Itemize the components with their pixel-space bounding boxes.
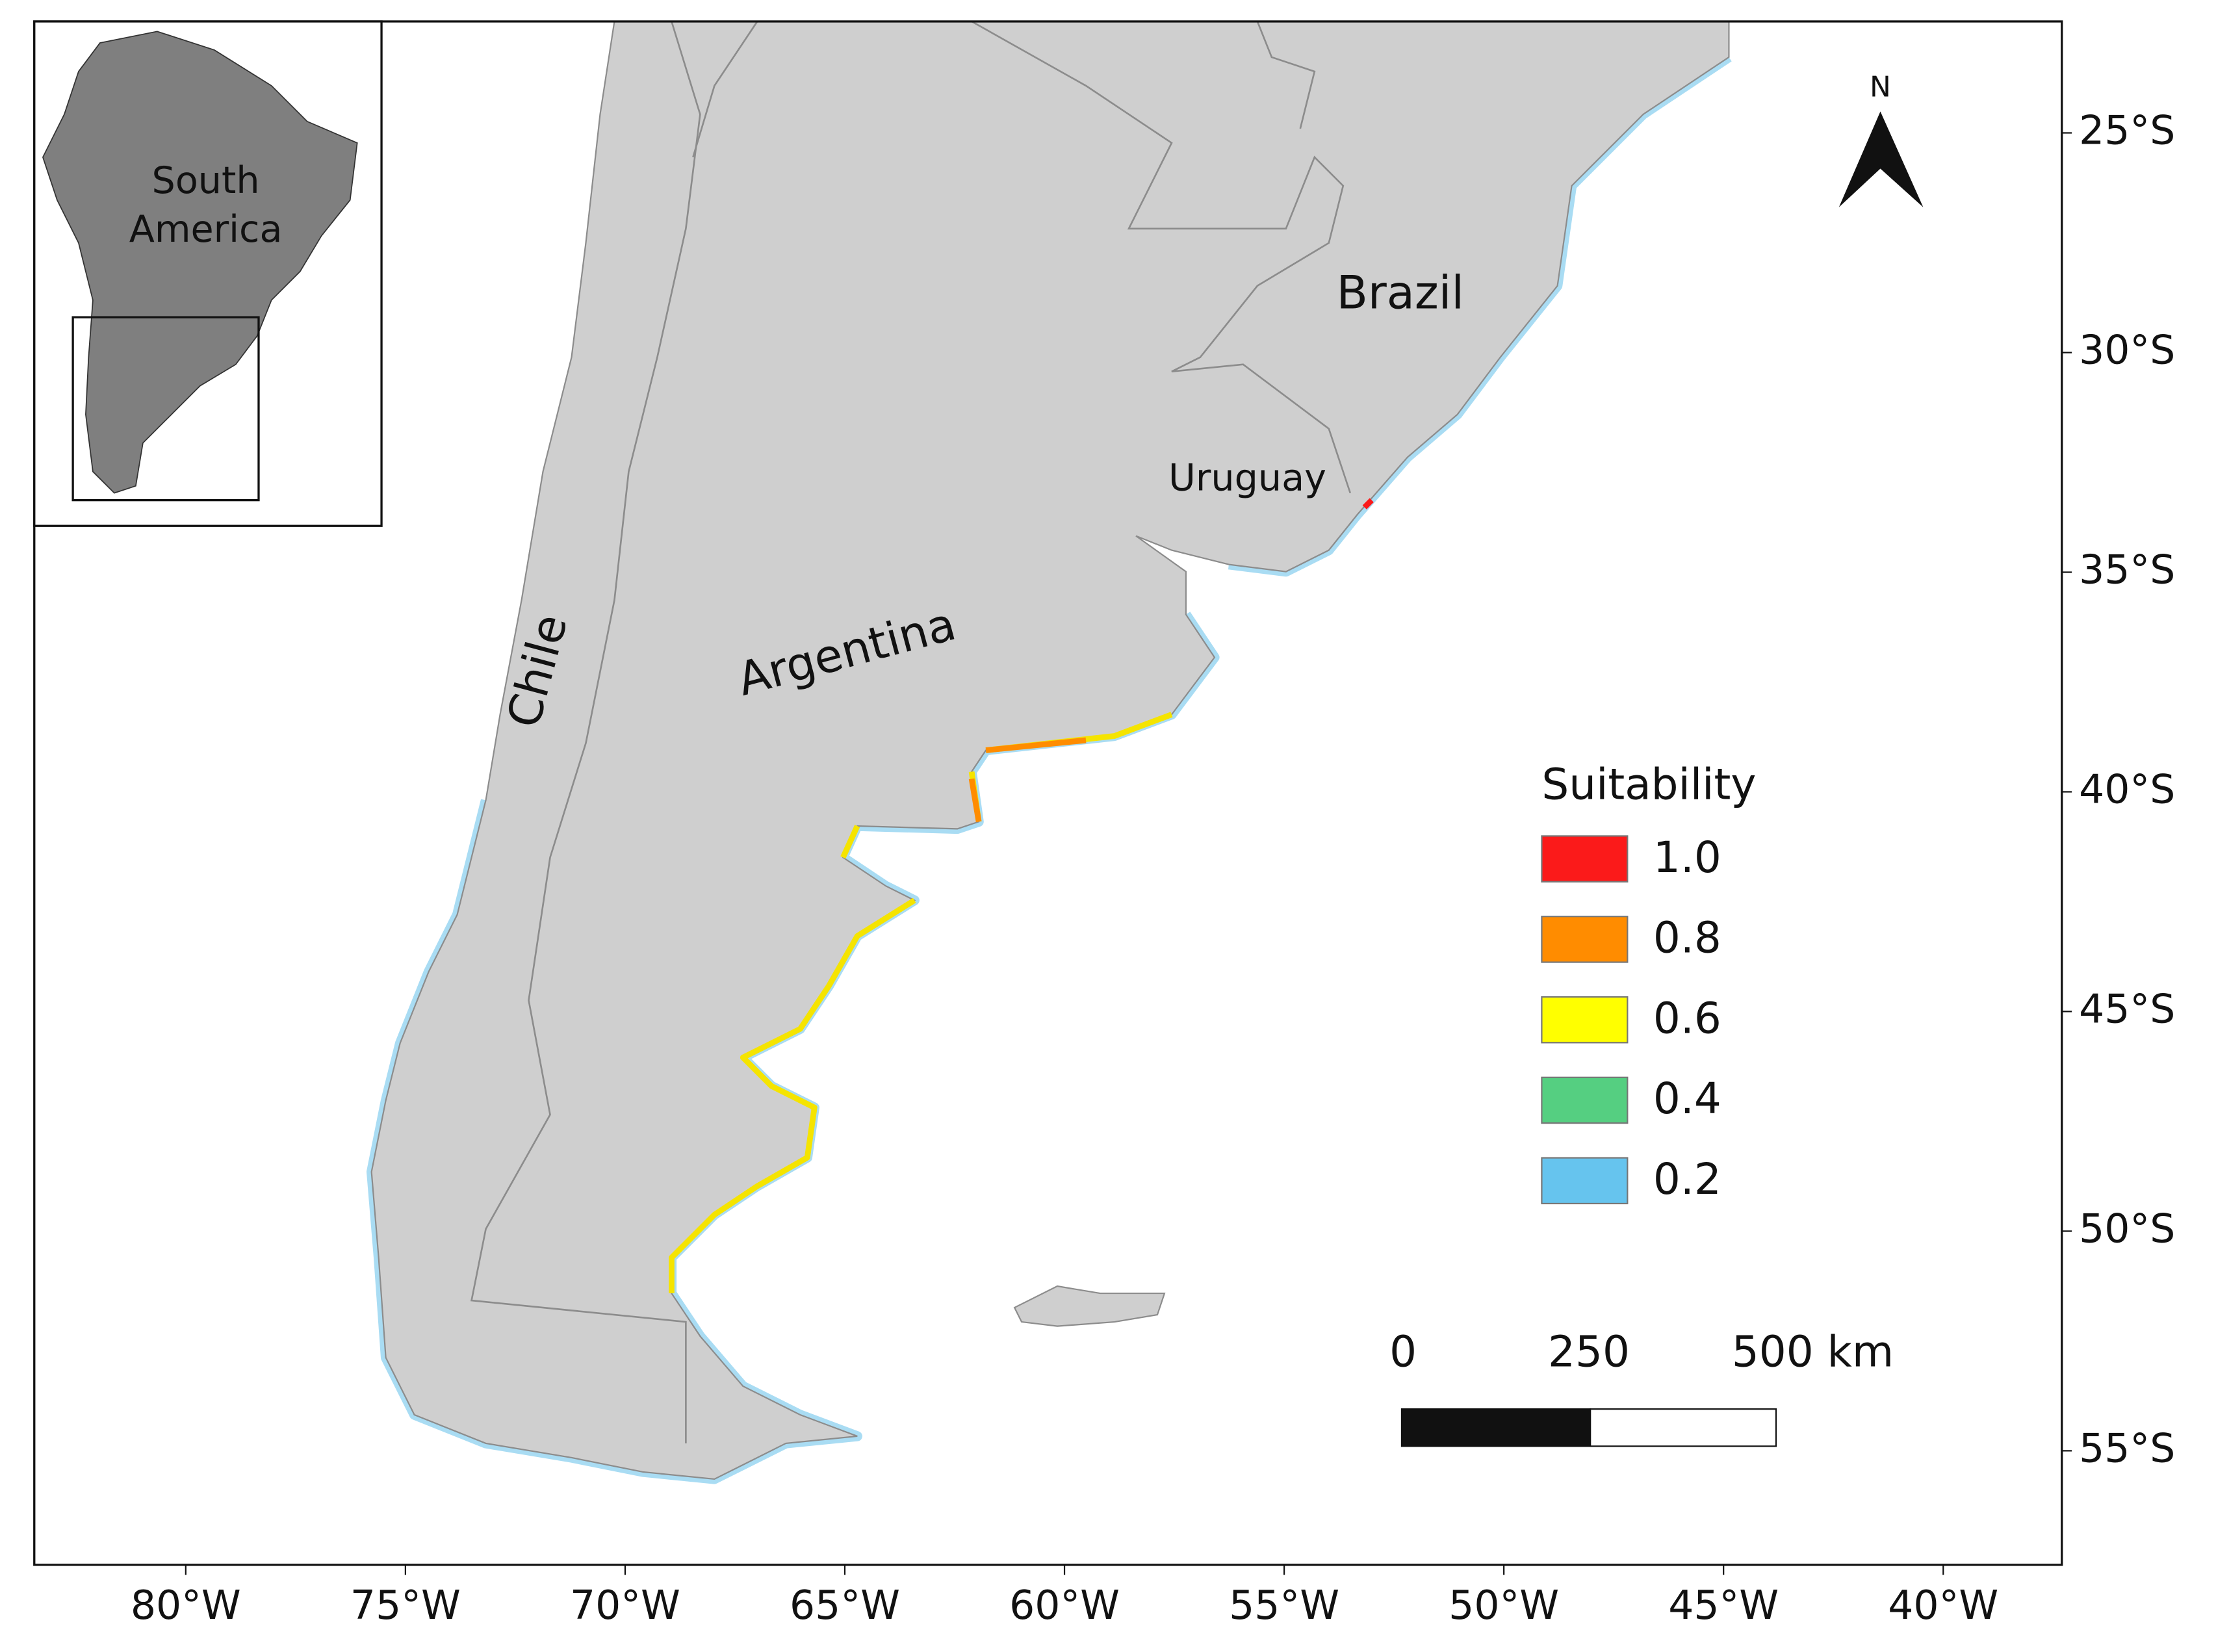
x-tick-label: 65°W bbox=[790, 1582, 900, 1629]
x-tick-label: 50°W bbox=[1449, 1582, 1559, 1629]
y-tick-label: 35°S bbox=[2079, 547, 2175, 593]
scale-bar-label: 500 km bbox=[1732, 1327, 1894, 1377]
y-tick-label: 50°S bbox=[2079, 1205, 2175, 1252]
coastal-suitability bbox=[669, 498, 1374, 1294]
inset bbox=[33, 20, 383, 527]
legend-swatch bbox=[1541, 916, 1629, 963]
country-label: Uruguay bbox=[1168, 456, 1326, 499]
scale-bar-label: 250 bbox=[1548, 1327, 1630, 1377]
legend-label: 0.6 bbox=[1653, 993, 1721, 1043]
x-tick-label: 60°W bbox=[1009, 1582, 1120, 1629]
map-frame bbox=[33, 20, 2063, 1566]
y-tick-label: 45°S bbox=[2079, 986, 2175, 1033]
scale-bar-black bbox=[1400, 1408, 1591, 1447]
legend-swatch bbox=[1541, 996, 1629, 1044]
legend-label: 1.0 bbox=[1653, 832, 1721, 883]
x-tick-label: 80°W bbox=[131, 1582, 241, 1629]
country-label: Brazil bbox=[1337, 266, 1464, 320]
scale-bar-white bbox=[1590, 1408, 1777, 1447]
inset-label: America bbox=[129, 208, 283, 251]
legend-label: 0.4 bbox=[1653, 1074, 1721, 1124]
north-label: N bbox=[1870, 70, 1891, 103]
scale-bar-label: 0 bbox=[1389, 1327, 1417, 1377]
y-tick-label: 55°S bbox=[2079, 1425, 2175, 1471]
y-tick-label: 40°S bbox=[2079, 766, 2175, 813]
falklands bbox=[1013, 1285, 1166, 1327]
legend-label: 0.8 bbox=[1653, 913, 1721, 963]
x-tick-label: 40°W bbox=[1888, 1582, 1998, 1629]
legend-swatch bbox=[1541, 1076, 1629, 1124]
legend-swatch bbox=[1541, 835, 1629, 883]
y-tick-label: 30°S bbox=[2079, 327, 2175, 374]
north-arrow-shape bbox=[1838, 111, 1924, 207]
inset-label: South bbox=[152, 159, 260, 202]
legend-swatch bbox=[1541, 1157, 1629, 1205]
legend-title: Suitability bbox=[1541, 760, 1756, 810]
inset-continent bbox=[42, 31, 358, 494]
x-tick-label: 55°W bbox=[1229, 1582, 1339, 1629]
inset-extent bbox=[71, 316, 260, 502]
north-arrow bbox=[1838, 111, 1924, 207]
x-tick-label: 45°W bbox=[1668, 1582, 1779, 1629]
x-tick-label: 75°W bbox=[350, 1582, 461, 1629]
borders bbox=[470, 20, 1352, 1443]
y-tick-label: 25°S bbox=[2079, 107, 2175, 154]
x-tick-label: 70°W bbox=[570, 1582, 680, 1629]
legend-label: 0.2 bbox=[1653, 1154, 1721, 1204]
